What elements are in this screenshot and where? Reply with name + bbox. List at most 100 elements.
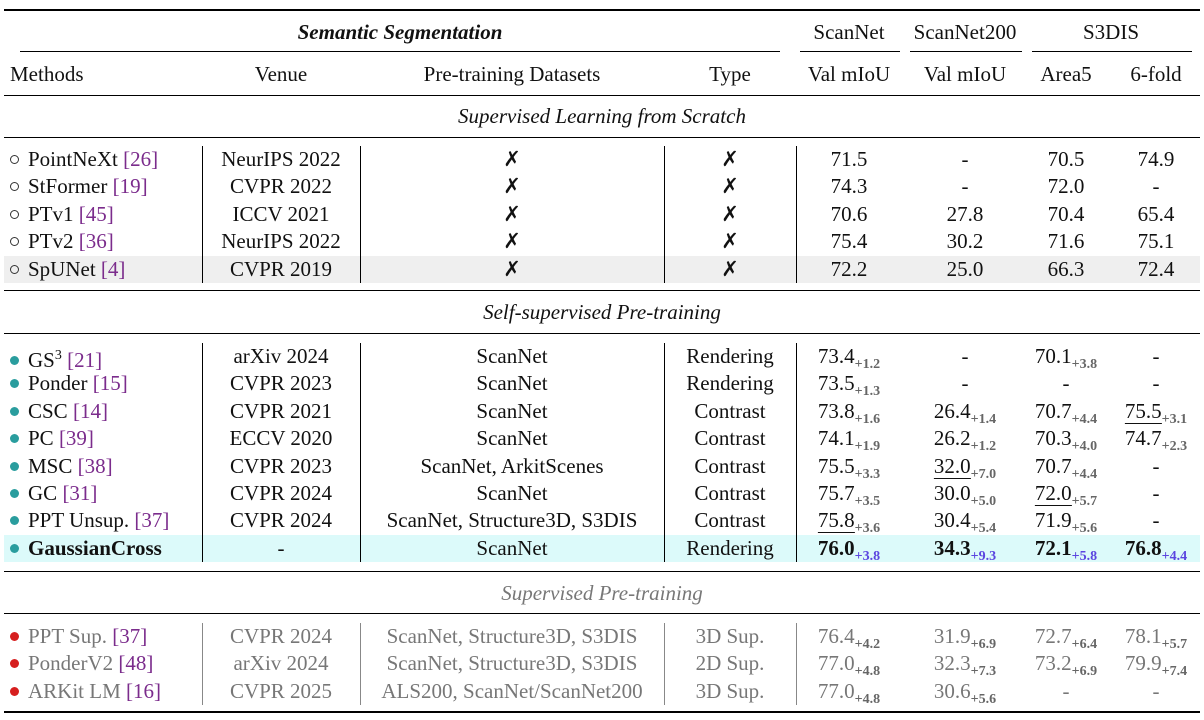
header-scannet200: ScanNet200 <box>913 20 1017 44</box>
metric-value: 77.0 <box>817 678 855 703</box>
metric-scannet200: 26.4+1.4 <box>934 398 996 433</box>
metric-value: - <box>961 147 969 171</box>
metric-area5: 70.3+4.0 <box>1035 425 1097 460</box>
metric-value: - <box>1152 481 1160 505</box>
marker-dot-icon <box>10 461 19 471</box>
citation-link[interactable]: [37] <box>129 508 170 533</box>
citation-link[interactable]: [36] <box>73 229 114 254</box>
metric-value: 66.3 <box>1047 256 1085 281</box>
section-title: Supervised Learning from Scratch <box>458 104 746 128</box>
column-separator <box>202 623 203 706</box>
metric-value: 32.0 <box>933 453 971 479</box>
marker-dot-icon <box>10 264 19 274</box>
metric-delta: +4.4 <box>1161 548 1188 564</box>
metric-value: 30.0 <box>933 481 971 505</box>
metric-scannet: 75.5+3.3 <box>818 453 880 488</box>
metric-value: 27.8 <box>946 201 984 226</box>
type-cell: Contrast <box>694 481 766 505</box>
metric-delta: +1.2 <box>970 439 997 455</box>
method-cell: PPT Sup. [37] <box>10 623 147 649</box>
column-separator <box>796 343 797 563</box>
citation-link[interactable]: [37] <box>107 624 148 648</box>
metric-scannet200: 30.0+5.0 <box>934 480 996 515</box>
citation-link[interactable]: [14] <box>67 398 108 423</box>
citation-link[interactable]: [15] <box>87 371 128 396</box>
col-scannet200-miou: Val mIoU <box>923 62 1007 86</box>
method-name: SpUNet <box>28 256 96 281</box>
citation-link[interactable]: [4] <box>95 256 126 281</box>
metric-value: 79.9 <box>1124 651 1162 676</box>
citation-link[interactable]: [45] <box>73 201 114 226</box>
metric-scannet200: 30.2 <box>947 228 984 254</box>
method-cell: PC [39] <box>10 425 94 451</box>
datasets-cell: ScanNet <box>476 481 548 505</box>
venue-cell: CVPR 2025 <box>229 678 333 703</box>
method-cell: CSC [14] <box>10 398 108 424</box>
metric-sixfold: - <box>1153 678 1160 704</box>
metric-scannet: 76.0+3.8 <box>818 535 880 570</box>
metric-value: 70.5 <box>1047 147 1085 171</box>
metric-value: 30.2 <box>946 229 984 254</box>
metric-area5: - <box>1063 370 1070 396</box>
metric-scannet: 77.0+4.8 <box>818 650 880 685</box>
metric-delta: +5.6 <box>970 691 997 707</box>
citation-link[interactable]: [39] <box>53 426 94 451</box>
metric-delta: +5.0 <box>970 494 997 509</box>
metric-value: 72.4 <box>1137 256 1175 281</box>
method-cell: GC [31] <box>10 480 97 506</box>
marker-dot-icon <box>10 379 19 389</box>
method-name: PonderV2 <box>28 651 114 676</box>
citation-link[interactable]: [38] <box>72 453 113 478</box>
column-separator <box>664 343 665 563</box>
citation-link[interactable]: [19] <box>107 174 148 199</box>
metric-scannet: 75.4 <box>831 228 868 254</box>
metric-value: - <box>1062 371 1070 396</box>
type-cell: Contrast <box>694 453 766 478</box>
method-name: PPT Sup. <box>28 624 107 648</box>
metric-delta: +7.0 <box>970 466 997 482</box>
metric-value: - <box>1152 678 1160 703</box>
marker-dot-icon <box>10 686 19 696</box>
metric-sixfold: - <box>1153 453 1160 479</box>
metric-area5: 66.3 <box>1048 256 1085 282</box>
citation-link[interactable]: [31] <box>57 481 98 505</box>
metric-value: 70.3 <box>1034 426 1072 451</box>
metric-sixfold: 75.1 <box>1138 228 1175 254</box>
venue-cell: CVPR 2021 <box>229 398 333 423</box>
col-6fold: 6-fold <box>1130 62 1182 86</box>
metric-area5: 71.9+5.6 <box>1035 507 1097 542</box>
marker-dot-icon <box>10 489 19 498</box>
metric-value: - <box>1152 344 1160 368</box>
metric-value: 73.8 <box>817 398 855 423</box>
top-rule <box>4 9 1200 11</box>
venue-cell: NeurIPS 2022 <box>221 147 341 171</box>
metric-value: 75.7 <box>817 481 855 505</box>
metric-scannet: 74.1+1.9 <box>818 425 880 460</box>
metric-delta: +1.6 <box>854 411 881 427</box>
metric-delta: +2.3 <box>1161 439 1188 455</box>
citation-link[interactable]: [21] <box>61 348 103 372</box>
metric-delta: +3.5 <box>854 494 881 509</box>
citation-link[interactable]: [16] <box>120 678 162 703</box>
datasets-cell: ScanNet, Structure3D, S3DIS <box>386 624 638 648</box>
metric-area5: 73.2+6.9 <box>1035 650 1097 685</box>
metric-sixfold: 72.4 <box>1138 256 1175 282</box>
type-cell: ✗ <box>721 174 739 199</box>
citation-link[interactable]: [26] <box>117 147 159 171</box>
method-cell: GS3 [21] <box>10 343 102 373</box>
metric-delta: +3.3 <box>854 466 881 482</box>
col-datasets: Pre-training Datasets <box>423 62 601 86</box>
col-scannet-miou: Val mIoU <box>807 62 891 86</box>
citation-link[interactable]: [48] <box>113 651 154 676</box>
metric-value: - <box>1152 508 1160 533</box>
metric-delta: +3.8 <box>1071 357 1098 372</box>
metric-sixfold: 74.7+2.3 <box>1125 425 1187 460</box>
metric-area5: 70.4 <box>1048 201 1085 227</box>
method-name: CSC <box>28 398 68 423</box>
metric-value: - <box>1062 678 1070 703</box>
datasets-cell: ScanNet <box>476 344 548 368</box>
metric-value: 75.8 <box>817 508 855 534</box>
metric-value: 70.1 <box>1034 344 1072 368</box>
column-separator <box>360 623 361 706</box>
type-cell: ✗ <box>721 147 739 171</box>
